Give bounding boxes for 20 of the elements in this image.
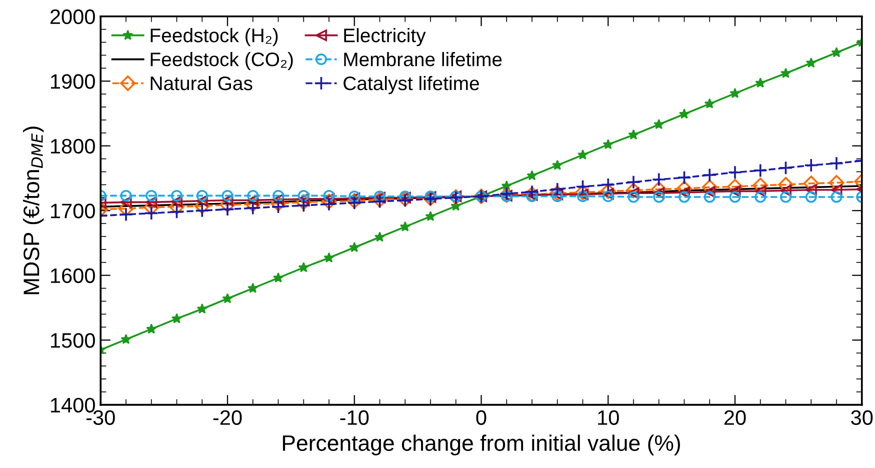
y-tick-label: 1800	[51, 138, 95, 154]
y-tick-label: 1600	[51, 268, 95, 284]
legend-label: Feedstock (CO₂)	[150, 52, 293, 70]
y-axis-title: MDSP (€/ton$_{DME}$)	[22, 126, 44, 294]
y-tick-label: 1500	[51, 333, 95, 348]
x-tick-label: -20	[213, 410, 242, 425]
x-tick-label: 0	[476, 410, 486, 425]
y-tick-label: 1900	[51, 74, 95, 89]
legend-label: Membrane lifetime	[344, 52, 502, 66]
legend-label: Electricity	[344, 28, 426, 46]
legend-label: Feedstock (H₂)	[150, 28, 278, 46]
legend-label: Catalyst lifetime	[344, 76, 479, 94]
x-tick-label: -10	[340, 410, 369, 425]
x-tick-label: 20	[724, 410, 746, 425]
x-tick-label: 10	[598, 410, 619, 425]
y-tick-label: 1700	[51, 204, 95, 218]
x-axis-title: Percentage change from initial value (%)	[282, 434, 680, 456]
legend-label: Natural Gas	[150, 76, 252, 90]
y-tick-label: 2000	[50, 9, 95, 24]
x-tick-label: 30	[851, 410, 873, 425]
